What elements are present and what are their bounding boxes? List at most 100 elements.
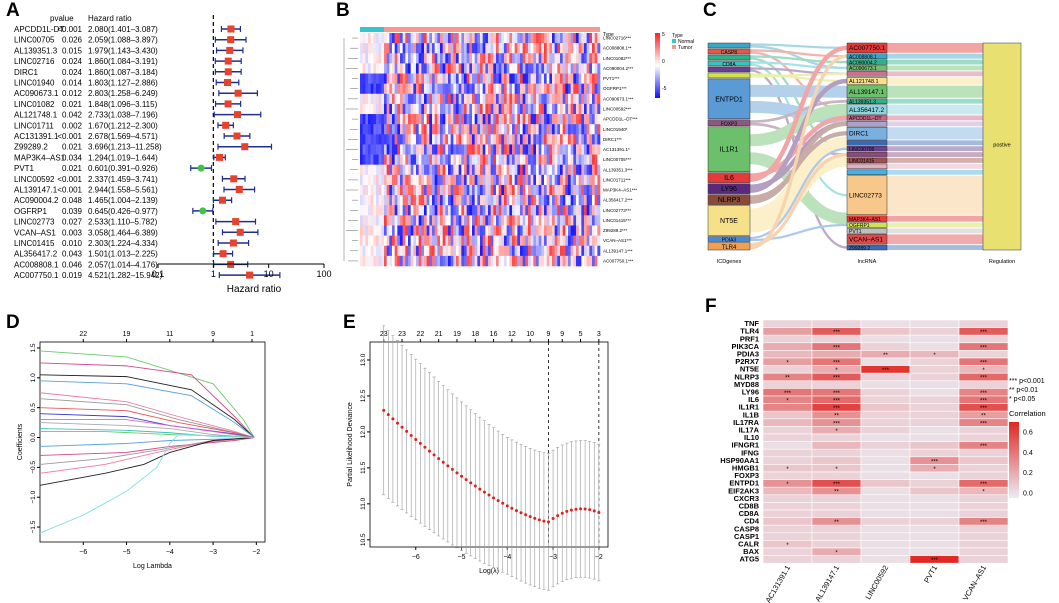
heatmap-cell xyxy=(442,124,446,135)
heatmap-cell xyxy=(520,63,523,74)
heatmap-cell xyxy=(474,205,478,216)
heatmap-cell xyxy=(506,164,510,176)
corr-cell xyxy=(958,509,1009,518)
top-tick-label: 23 xyxy=(398,331,406,338)
heatmap-cell xyxy=(456,124,459,135)
panel-label-f: F xyxy=(705,296,717,317)
heatmap-cell xyxy=(373,174,377,186)
heatmap-cell xyxy=(522,114,526,125)
heatmap-cell xyxy=(493,144,497,155)
heatmap-cell xyxy=(552,215,555,226)
heatmap-cell xyxy=(589,124,593,135)
heatmap-cell xyxy=(501,195,505,206)
heatmap-cell xyxy=(445,184,449,196)
heatmap-cell xyxy=(458,164,462,176)
heatmap-cell xyxy=(592,103,595,115)
heatmap-cell xyxy=(586,53,590,64)
heatmap-cell xyxy=(493,114,497,125)
heatmap-cell xyxy=(528,33,531,44)
heatmap-cell xyxy=(570,225,574,236)
heatmap-cell xyxy=(512,73,515,84)
heatmap-cell xyxy=(520,164,523,176)
heatmap-cell xyxy=(589,195,593,206)
heatmap-cell xyxy=(445,154,449,165)
heatmap-cell xyxy=(565,103,569,115)
heatmap-cell xyxy=(376,124,379,135)
heatmap-cell xyxy=(410,73,414,84)
heatmap-cell xyxy=(541,43,545,54)
heatmap-cell xyxy=(541,33,545,44)
heatmap-cell xyxy=(592,164,595,176)
heatmap-cell xyxy=(562,245,566,257)
heatmap-cell xyxy=(472,103,475,115)
heatmap-cell xyxy=(410,255,414,267)
heatmap-cell xyxy=(506,205,510,216)
heatmap-cell xyxy=(448,215,451,226)
heatmap-cell xyxy=(386,255,390,267)
heatmap-cell xyxy=(456,144,459,155)
heatmap-cell xyxy=(450,235,454,247)
heatmap-cell xyxy=(429,255,433,267)
colorbar-tick: 0.6 xyxy=(1023,430,1033,437)
heatmap-cell xyxy=(365,225,369,236)
heatmap-cell xyxy=(485,215,489,226)
hr-ci-label: 0.601(0.391–0.926) xyxy=(88,164,158,173)
heatmap-cell xyxy=(541,174,545,186)
heatmap-cell xyxy=(461,215,465,226)
heatmap-cell xyxy=(501,134,505,145)
heatmap-cell xyxy=(456,184,459,196)
heatmap-cell xyxy=(544,33,547,44)
heatmap-cell xyxy=(386,215,390,226)
heatmap-cell xyxy=(370,225,374,236)
heatmap-cell xyxy=(416,215,419,226)
heatmap-cell xyxy=(418,63,422,74)
heatmap-cell xyxy=(552,43,555,54)
hr-point xyxy=(224,57,232,65)
heatmap-cell xyxy=(496,53,499,64)
sig-stars: *** xyxy=(980,398,988,404)
heatmap-cell xyxy=(573,114,577,125)
sig-stars: *** xyxy=(980,482,988,488)
heatmap-cell xyxy=(474,73,478,84)
heatmap-cell xyxy=(466,205,470,216)
heatmap-cell xyxy=(469,33,473,44)
heatmap-cell xyxy=(400,83,403,95)
heatmap-cell xyxy=(458,215,462,226)
heatmap-cell xyxy=(573,174,577,186)
heatmap-cell xyxy=(466,53,470,64)
heatmap-cell xyxy=(480,93,483,105)
heatmap-cell xyxy=(442,134,446,145)
heatmap-cell xyxy=(557,184,561,196)
heatmap-cell xyxy=(597,43,601,54)
heatmap-cell xyxy=(434,43,438,54)
heatmap-cell xyxy=(421,103,425,115)
heatmap-cell xyxy=(514,114,518,125)
heatmap-cell xyxy=(474,63,478,74)
corr-cell xyxy=(909,517,960,526)
heatmap-cell xyxy=(413,235,417,247)
cv-point xyxy=(414,437,418,441)
sig-stars: * xyxy=(786,398,789,404)
heatmap-cell xyxy=(501,103,505,115)
heatmap-cell xyxy=(386,144,390,155)
heatmap-cell xyxy=(448,124,451,135)
heatmap-cell xyxy=(362,103,366,115)
heatmap-cell xyxy=(378,225,382,236)
heatmap-cell xyxy=(512,184,515,196)
heatmap-cell xyxy=(434,103,438,115)
heatmap-cell xyxy=(365,53,369,64)
heatmap-cell xyxy=(386,103,390,115)
cv-point xyxy=(501,501,505,505)
heatmap-cell xyxy=(496,73,499,84)
heatmap-cell xyxy=(437,164,441,176)
heatmap-cell xyxy=(538,93,542,105)
heatmap-cell xyxy=(408,63,411,74)
heatmap-cell xyxy=(530,124,534,135)
heatmap-cell xyxy=(365,134,369,145)
heatmap-cell xyxy=(533,144,537,155)
heatmap-cell xyxy=(448,134,451,145)
heatmap-cell xyxy=(578,73,582,84)
heatmap-cell xyxy=(549,83,553,95)
heatmap-cell xyxy=(512,154,515,165)
heatmap-cell xyxy=(360,154,363,165)
